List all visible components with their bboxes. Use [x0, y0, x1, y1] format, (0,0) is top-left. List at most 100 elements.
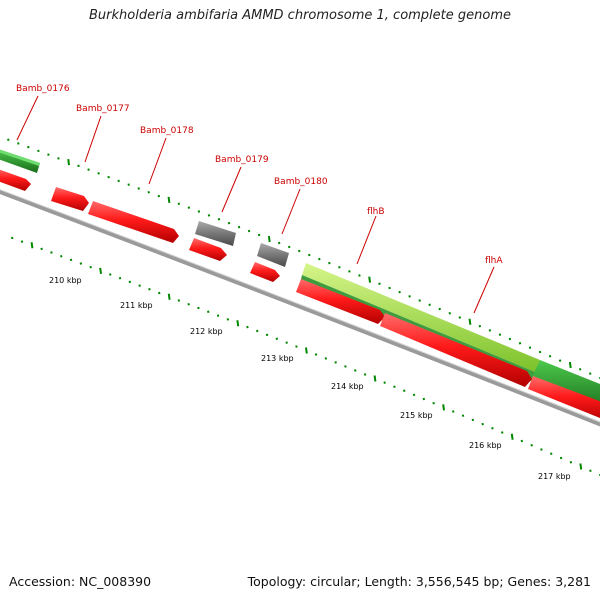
upper-tick-row [7, 138, 600, 380]
scale-label-214: 214 kbp [331, 382, 364, 391]
minor-tick [334, 361, 337, 364]
minor-tick [277, 241, 281, 245]
minor-tick [548, 355, 552, 358]
chromosome-backbone [0, 189, 600, 427]
minor-tick [588, 372, 592, 375]
minor-tick [348, 270, 351, 273]
major-tick [236, 320, 240, 327]
major-tick [167, 196, 171, 204]
major-tick [373, 375, 377, 382]
minor-tick [328, 261, 331, 265]
major-tick [30, 242, 34, 249]
minor-tick [37, 149, 40, 153]
major-tick [305, 347, 308, 354]
major-tick [99, 267, 102, 274]
major-tick [579, 463, 583, 470]
minor-tick [287, 245, 291, 249]
minor-tick [354, 369, 357, 372]
minor-tick [520, 439, 524, 443]
minor-tick [128, 280, 132, 284]
minor-tick [448, 312, 451, 315]
minor-tick [398, 290, 401, 294]
minor-tick [344, 365, 347, 368]
minor-tick [363, 373, 367, 376]
minor-tick [77, 164, 80, 168]
gene-arrow-reverse-a[interactable] [189, 238, 227, 261]
minor-tick [461, 414, 465, 417]
gene-label-Bamb_0178[interactable]: Bamb_0178 [140, 126, 194, 136]
gene-arrow-reverse-b[interactable] [250, 262, 280, 282]
minor-tick [57, 157, 60, 160]
gene-label-Bamb_0179[interactable]: Bamb_0179 [215, 155, 269, 165]
gene-label-flhB[interactable]: flhB [367, 207, 385, 217]
minor-tick [257, 233, 261, 237]
minor-tick [412, 393, 416, 397]
gene-label-flhA[interactable]: flhA [485, 256, 503, 266]
scale-labels: 210 kbp 211 kbp 212 kbp 213 kbp 214 kbp … [49, 276, 571, 481]
minor-tick [471, 418, 475, 422]
minor-tick [247, 229, 251, 233]
minor-tick [452, 410, 455, 413]
major-tick [368, 276, 372, 283]
minor-tick [422, 397, 426, 401]
minor-tick [518, 342, 522, 345]
scale-label-217: 217 kbp [538, 472, 571, 481]
major-tick [267, 235, 271, 243]
minor-tick [50, 251, 53, 254]
minor-tick [226, 318, 230, 321]
minor-tick [107, 175, 110, 179]
gene-label-Bamb_0176[interactable]: Bamb_0176 [16, 84, 70, 94]
minor-tick [393, 385, 396, 388]
minor-tick [87, 168, 90, 171]
minor-tick [428, 303, 431, 307]
minor-tick [69, 258, 73, 262]
minor-tick [147, 191, 150, 194]
minor-tick [308, 253, 311, 257]
gene-arrow-Bamb_0178[interactable] [88, 201, 179, 243]
scale-label-210: 210 kbp [49, 276, 82, 285]
genome-summary-text: Topology: circular; Length: 3,556,545 bp… [247, 574, 591, 589]
gene-arrow-Bamb_0179[interactable] [195, 221, 236, 246]
gene-label-Bamb_0177[interactable]: Bamb_0177 [76, 104, 130, 114]
minor-tick [40, 247, 43, 251]
minor-tick [177, 299, 181, 302]
minor-tick [478, 324, 482, 328]
minor-tick [559, 456, 563, 460]
gene-arrow-next[interactable] [528, 376, 600, 422]
minor-tick [79, 262, 83, 265]
gene-arrow-flhB[interactable] [296, 279, 385, 324]
minor-tick [187, 206, 191, 209]
gene-arrow-Bamb_0176[interactable] [0, 168, 31, 191]
minor-tick [338, 266, 341, 269]
green-track-left [0, 149, 40, 173]
minor-tick [158, 291, 161, 295]
minor-tick [11, 236, 14, 240]
minor-tick [403, 389, 406, 393]
minor-tick [550, 452, 553, 455]
minor-tick [383, 381, 386, 384]
scale-label-211: 211 kbp [120, 301, 153, 310]
minor-tick [187, 303, 190, 306]
minor-tick [197, 210, 201, 213]
minor-tick [540, 448, 543, 451]
scale-label-215: 215 kbp [400, 411, 433, 420]
minor-tick [97, 172, 100, 175]
minor-tick [256, 329, 259, 333]
minor-tick [157, 194, 161, 198]
minor-tick [177, 202, 181, 205]
minor-tick [491, 427, 494, 430]
minor-tick [501, 431, 504, 434]
minor-tick [127, 183, 130, 186]
minor-tick [314, 353, 318, 356]
gene-arrow-Bamb_0177[interactable] [51, 187, 89, 211]
minor-tick [265, 333, 269, 337]
minor-tick [20, 240, 24, 243]
gene-arrow-flhA[interactable] [380, 313, 532, 387]
minor-tick [7, 138, 10, 141]
minor-tick [324, 357, 328, 360]
gene-label-Bamb_0180[interactable]: Bamb_0180 [274, 177, 328, 187]
gene-arrow-Bamb_0180[interactable] [257, 243, 289, 267]
minor-tick [569, 460, 573, 464]
minor-tick [438, 307, 441, 311]
